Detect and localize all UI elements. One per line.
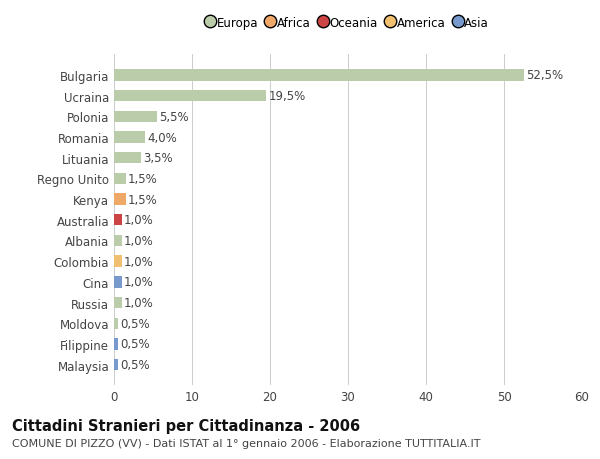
Bar — [114, 132, 145, 143]
Legend: Europa, Africa, Oceania, America, Asia: Europa, Africa, Oceania, America, Asia — [205, 15, 491, 33]
Bar — [114, 194, 126, 205]
Bar — [114, 359, 118, 370]
Bar — [114, 91, 266, 102]
Text: 0,5%: 0,5% — [120, 358, 150, 371]
Bar — [114, 256, 122, 267]
Bar — [114, 153, 142, 164]
Text: 4,0%: 4,0% — [148, 131, 177, 144]
Text: 0,5%: 0,5% — [120, 338, 150, 351]
Text: 19,5%: 19,5% — [268, 90, 305, 103]
Bar — [114, 297, 122, 308]
Text: 1,0%: 1,0% — [124, 276, 154, 289]
Text: 1,5%: 1,5% — [128, 193, 158, 206]
Text: 52,5%: 52,5% — [526, 69, 563, 82]
Text: 1,0%: 1,0% — [124, 235, 154, 247]
Bar — [114, 277, 122, 288]
Text: 0,5%: 0,5% — [120, 317, 150, 330]
Text: 5,5%: 5,5% — [159, 111, 189, 123]
Text: 1,0%: 1,0% — [124, 297, 154, 309]
Bar — [114, 215, 122, 226]
Text: Cittadini Stranieri per Cittadinanza - 2006: Cittadini Stranieri per Cittadinanza - 2… — [12, 418, 360, 433]
Bar — [114, 112, 157, 123]
Text: 1,0%: 1,0% — [124, 255, 154, 268]
Text: 1,0%: 1,0% — [124, 214, 154, 227]
Bar — [114, 174, 126, 185]
Text: 3,5%: 3,5% — [143, 152, 173, 165]
Bar — [114, 339, 118, 350]
Bar — [114, 318, 118, 329]
Bar — [114, 235, 122, 246]
Text: 1,5%: 1,5% — [128, 173, 158, 185]
Bar — [114, 70, 523, 81]
Text: COMUNE DI PIZZO (VV) - Dati ISTAT al 1° gennaio 2006 - Elaborazione TUTTITALIA.I: COMUNE DI PIZZO (VV) - Dati ISTAT al 1° … — [12, 438, 481, 448]
